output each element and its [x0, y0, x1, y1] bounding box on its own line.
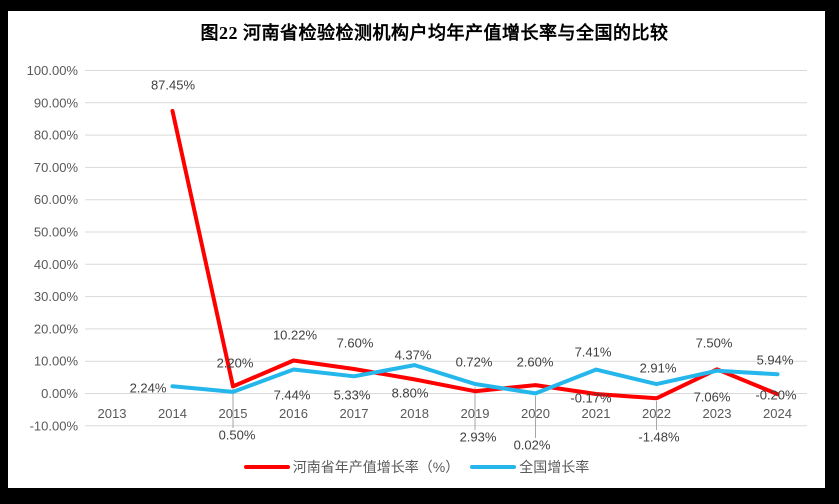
line-chart-plot: 100.00% 90.00% 80.00% 70.00% 60.00% 50.00% 40.… — [27, 63, 807, 453]
x-axis-label: 2015 — [219, 406, 248, 421]
data-label: 7.44% — [274, 388, 311, 403]
data-label: 0.72% — [456, 355, 493, 370]
data-label: -1.48% — [638, 430, 680, 445]
x-axis-label: 2020 — [521, 406, 550, 421]
legend-label-henan: 河南省年产值增长率（%） — [292, 459, 460, 475]
x-axis-label: 2013 — [98, 406, 127, 421]
y-axis-tick-label: 0.00% — [41, 386, 78, 401]
y-axis-tick-label: 10.00% — [34, 354, 79, 369]
x-axis-label: 2014 — [158, 406, 187, 421]
data-label: 7.60% — [337, 336, 374, 351]
data-label: 2.91% — [640, 361, 677, 376]
data-label: -0.20% — [755, 388, 797, 403]
y-axis-tick-label: 40.00% — [34, 257, 79, 272]
henan-series-swatch — [243, 465, 290, 469]
x-axis-label: 2019 — [461, 406, 490, 421]
legend-item-henan: 河南省年产值增长率（%） — [243, 457, 460, 477]
data-label: 0.02% — [514, 438, 551, 453]
legend: 河南省年产值增长率（%） 全国增长率 — [8, 457, 825, 477]
y-axis-tick-label: 30.00% — [34, 289, 79, 304]
data-label: 5.94% — [757, 353, 794, 368]
x-axis-label: 2017 — [340, 406, 369, 421]
chart-frame: 图22 河南省检验检测机构户均年产值增长率与全国的比较 100.00% 90.00… — [8, 11, 825, 488]
y-axis-tick-label: 80.00% — [34, 128, 79, 143]
y-axis-tick-label: 90.00% — [34, 95, 79, 110]
x-axis-label: 2022 — [642, 406, 671, 421]
data-label: 2.24% — [130, 381, 167, 396]
chart-title: 图22 河南省检验检测机构户均年产值增长率与全国的比较 — [200, 23, 669, 43]
data-label: 7.41% — [575, 345, 612, 360]
legend-label-national: 全国增长率 — [519, 459, 590, 475]
data-label: 7.06% — [694, 390, 731, 405]
national-series-line — [170, 363, 780, 396]
data-label: 87.45% — [151, 78, 196, 93]
data-label: -0.17% — [570, 391, 612, 406]
x-axis-label: 2021 — [582, 406, 611, 421]
legend-item-national: 全国增长率 — [470, 457, 589, 477]
data-label: 7.50% — [696, 336, 733, 351]
y-axis-tick-label: 60.00% — [34, 192, 79, 207]
y-axis-tick-label: 20.00% — [34, 321, 79, 336]
y-axis-tick-label: 70.00% — [34, 160, 79, 175]
data-label: 4.37% — [395, 348, 432, 363]
x-axis-label: 2016 — [279, 406, 308, 421]
data-label: 2.93% — [460, 430, 497, 445]
y-axis-tick-label: 50.00% — [34, 225, 79, 240]
data-label: 8.80% — [392, 386, 429, 401]
data-label: 2.20% — [217, 356, 254, 371]
data-label: 10.22% — [273, 328, 318, 343]
national-series-swatch — [470, 465, 517, 469]
x-axis-label: 2023 — [703, 406, 732, 421]
data-label: 0.50% — [219, 428, 256, 443]
data-label: 2.60% — [517, 355, 554, 370]
x-axis-label: 2018 — [400, 406, 429, 421]
y-axis-tick-label: -10.00% — [30, 418, 79, 433]
data-label: 5.33% — [334, 388, 371, 403]
x-axis-label: 2024 — [763, 406, 792, 421]
henan-series-line — [170, 109, 780, 401]
y-axis-tick-label: 100.00% — [27, 63, 79, 78]
